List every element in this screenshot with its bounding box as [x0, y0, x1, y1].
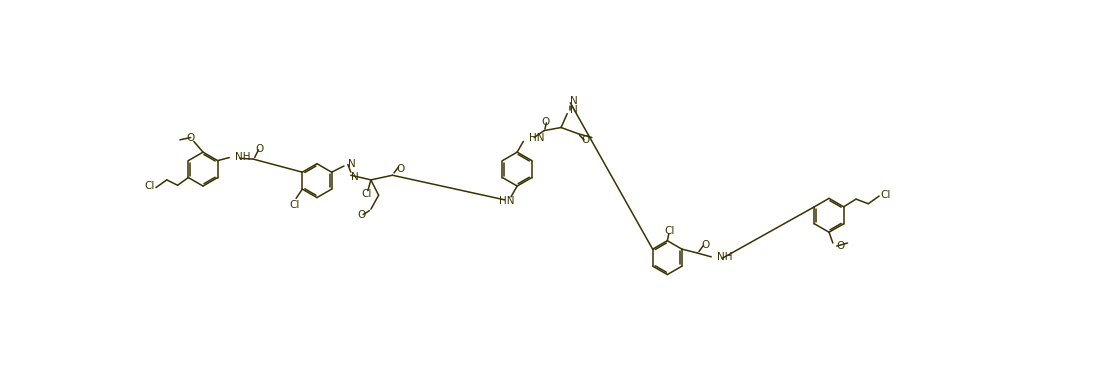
Text: N: N: [570, 105, 578, 115]
Text: Cl: Cl: [145, 181, 155, 191]
Text: N: N: [570, 96, 578, 106]
Text: NH: NH: [716, 252, 732, 262]
Text: HN: HN: [499, 196, 514, 206]
Text: O: O: [701, 240, 710, 250]
Text: Cl: Cl: [362, 189, 372, 199]
Text: O: O: [581, 135, 590, 145]
Text: NH: NH: [235, 152, 250, 162]
Text: O: O: [396, 164, 405, 174]
Text: N: N: [351, 172, 359, 182]
Text: O: O: [358, 210, 365, 220]
Text: Cl: Cl: [881, 190, 891, 200]
Text: O: O: [256, 144, 263, 154]
Text: O: O: [837, 241, 845, 251]
Text: Cl: Cl: [665, 226, 675, 237]
Text: N: N: [348, 159, 355, 170]
Text: HN: HN: [529, 132, 544, 143]
Text: O: O: [186, 132, 195, 143]
Text: Cl: Cl: [290, 200, 299, 209]
Text: O: O: [542, 117, 550, 127]
